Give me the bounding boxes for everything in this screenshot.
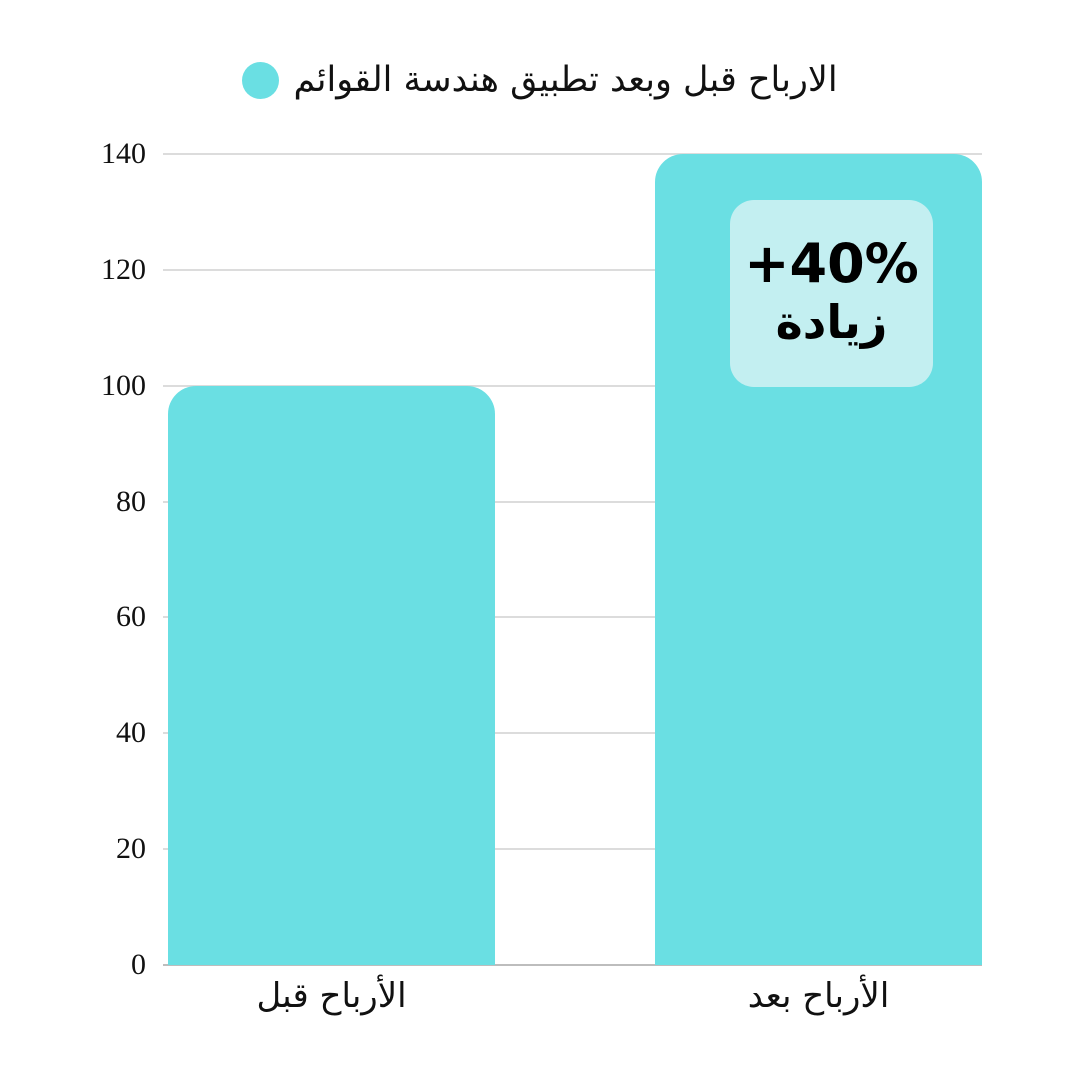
y-tick-label-140: 140 <box>101 137 146 170</box>
chart-title: الارباح قبل وبعد تطبيق هندسة القوائم <box>293 60 838 100</box>
gridline-y-80 <box>163 500 982 503</box>
increase-annotation: +40% زيادة <box>730 200 933 387</box>
y-tick-label-0: 0 <box>131 948 146 981</box>
x-axis-label-before: الأرباح قبل <box>256 976 407 1016</box>
gridline-y-0 <box>163 964 982 966</box>
annotation-increase-label: زيادة <box>775 295 888 350</box>
y-tick-label-80: 80 <box>116 484 146 518</box>
gridline-y-120 <box>163 268 982 271</box>
bar-before <box>168 385 495 965</box>
gridline-y-100 <box>163 384 982 387</box>
gridline-y-40 <box>163 732 982 735</box>
gridline-y-20 <box>163 848 982 851</box>
y-tick-label-60: 60 <box>116 600 146 634</box>
y-tick-label-120: 120 <box>101 252 146 286</box>
gridline-y-140 <box>163 153 982 155</box>
annotation-percent-text: +40% <box>744 231 919 295</box>
x-axis-label-after: الأرباح بعد <box>747 976 890 1016</box>
chart-legend: الارباح قبل وبعد تطبيق هندسة القوائم <box>0 60 1080 100</box>
y-tick-label-100: 100 <box>101 368 146 402</box>
y-tick-label-40: 40 <box>116 716 146 750</box>
legend-marker-icon <box>242 61 280 99</box>
y-tick-label-20: 20 <box>116 832 146 866</box>
gridline-y-60 <box>163 616 982 619</box>
